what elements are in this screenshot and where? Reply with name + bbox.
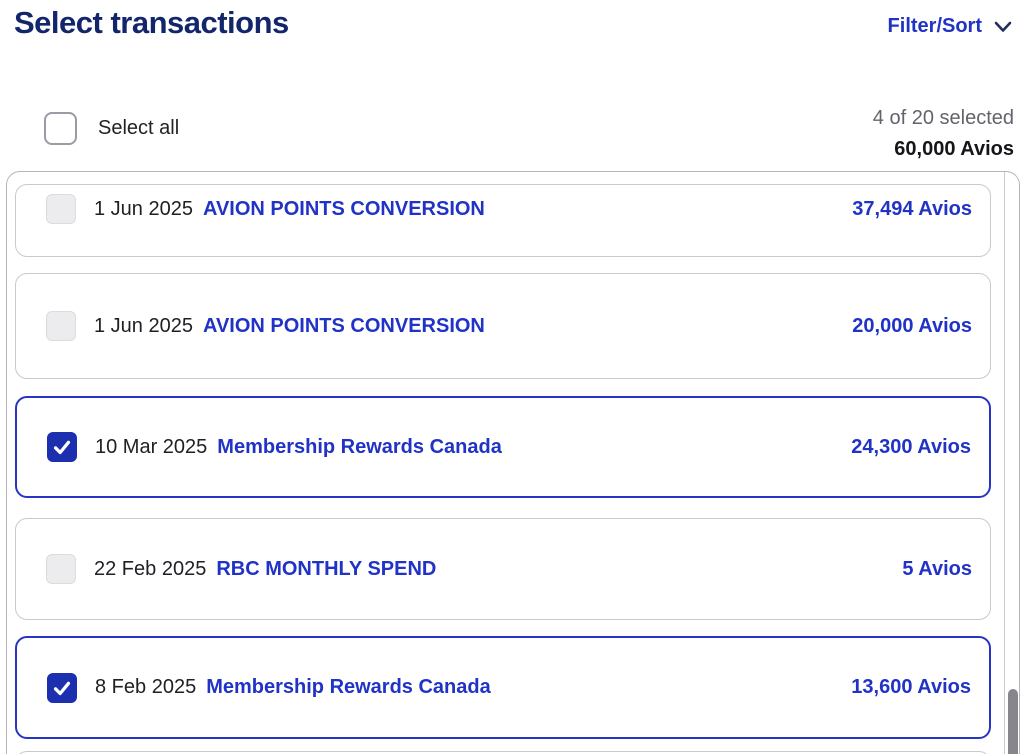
transaction-row-content: 1 Jun 2025 AVION POINTS CONVERSION 20,00… [16, 311, 990, 341]
row-checkbox[interactable] [46, 194, 76, 224]
transaction-date: 1 Jun 2025 [94, 314, 193, 337]
filter-sort-button[interactable]: Filter/Sort [888, 13, 1016, 39]
transaction-date: 22 Feb 2025 [94, 557, 207, 580]
filter-sort-label: Filter/Sort [887, 14, 982, 37]
selected-total-avios: 60,000 Avios [894, 138, 1014, 160]
select-all[interactable]: Select all [44, 112, 179, 145]
transaction-row[interactable]: 22 Feb 2025 RBC MONTHLY SPEND 5 Avios [15, 518, 991, 620]
transaction-date: 10 Mar 2025 [95, 435, 208, 458]
transaction-description: AVION POINTS CONVERSION [202, 314, 485, 337]
page-title: Select transactions [14, 5, 289, 40]
transaction-amount: 20,000 Avios [852, 314, 972, 337]
transaction-date: 8 Feb 2025 [95, 676, 197, 698]
row-checkbox[interactable] [46, 311, 76, 341]
transaction-amount: 24,300 Avios [851, 435, 971, 458]
transaction-description: Membership Rewards Canada [217, 435, 502, 458]
transaction-row-content: 8 Feb 2025 Membership Rewards Canada 13,… [17, 672, 989, 703]
transaction-row-content: 10 Mar 2025 Membership Rewards Canada 24… [17, 432, 989, 462]
checkmark-icon [53, 440, 71, 455]
scrollbar-track[interactable] [1004, 172, 1005, 754]
transaction-row[interactable]: 1 Jun 2025 AVION POINTS CONVERSION 20,00… [15, 273, 991, 379]
transaction-description: Membership Rewards Canada [206, 676, 491, 698]
transaction-date: 1 Jun 2025 [94, 197, 193, 220]
transaction-description: RBC MONTHLY SPEND [216, 557, 437, 580]
row-checkbox[interactable] [46, 554, 76, 584]
selected-count: 4 of 20 selected [872, 107, 1014, 129]
scrollbar-thumb[interactable] [1008, 689, 1018, 754]
transaction-row-content: 22 Feb 2025 RBC MONTHLY SPEND 5 Avios [16, 554, 990, 584]
chevron-down-icon [994, 21, 1012, 32]
transaction-amount: 13,600 Avios [851, 676, 971, 698]
selection-summary: 4 of 20 selected 60,000 Avios [873, 103, 1014, 165]
transaction-amount: 37,494 Avios [852, 197, 972, 220]
transaction-row[interactable]: 1 Jun 2025 AVION POINTS CONVERSION 37,49… [15, 184, 991, 257]
transaction-row-content: 1 Jun 2025 AVION POINTS CONVERSION 37,49… [16, 194, 990, 224]
checkmark-icon [53, 681, 71, 695]
row-checkbox[interactable] [47, 672, 77, 703]
transaction-list[interactable]: 1 Jun 2025 AVION POINTS CONVERSION 37,49… [6, 171, 1020, 754]
row-checkbox[interactable] [47, 432, 77, 462]
transaction-description: AVION POINTS CONVERSION [202, 197, 485, 220]
transaction-row[interactable]: 10 Mar 2025 Membership Rewards Canada 24… [15, 396, 991, 498]
select-all-checkbox[interactable] [44, 112, 77, 145]
transaction-row[interactable]: 8 Feb 2025 Membership Rewards Canada 13,… [15, 636, 991, 739]
transaction-amount: 5 Avios [902, 557, 972, 580]
select-all-label: Select all [98, 117, 180, 139]
